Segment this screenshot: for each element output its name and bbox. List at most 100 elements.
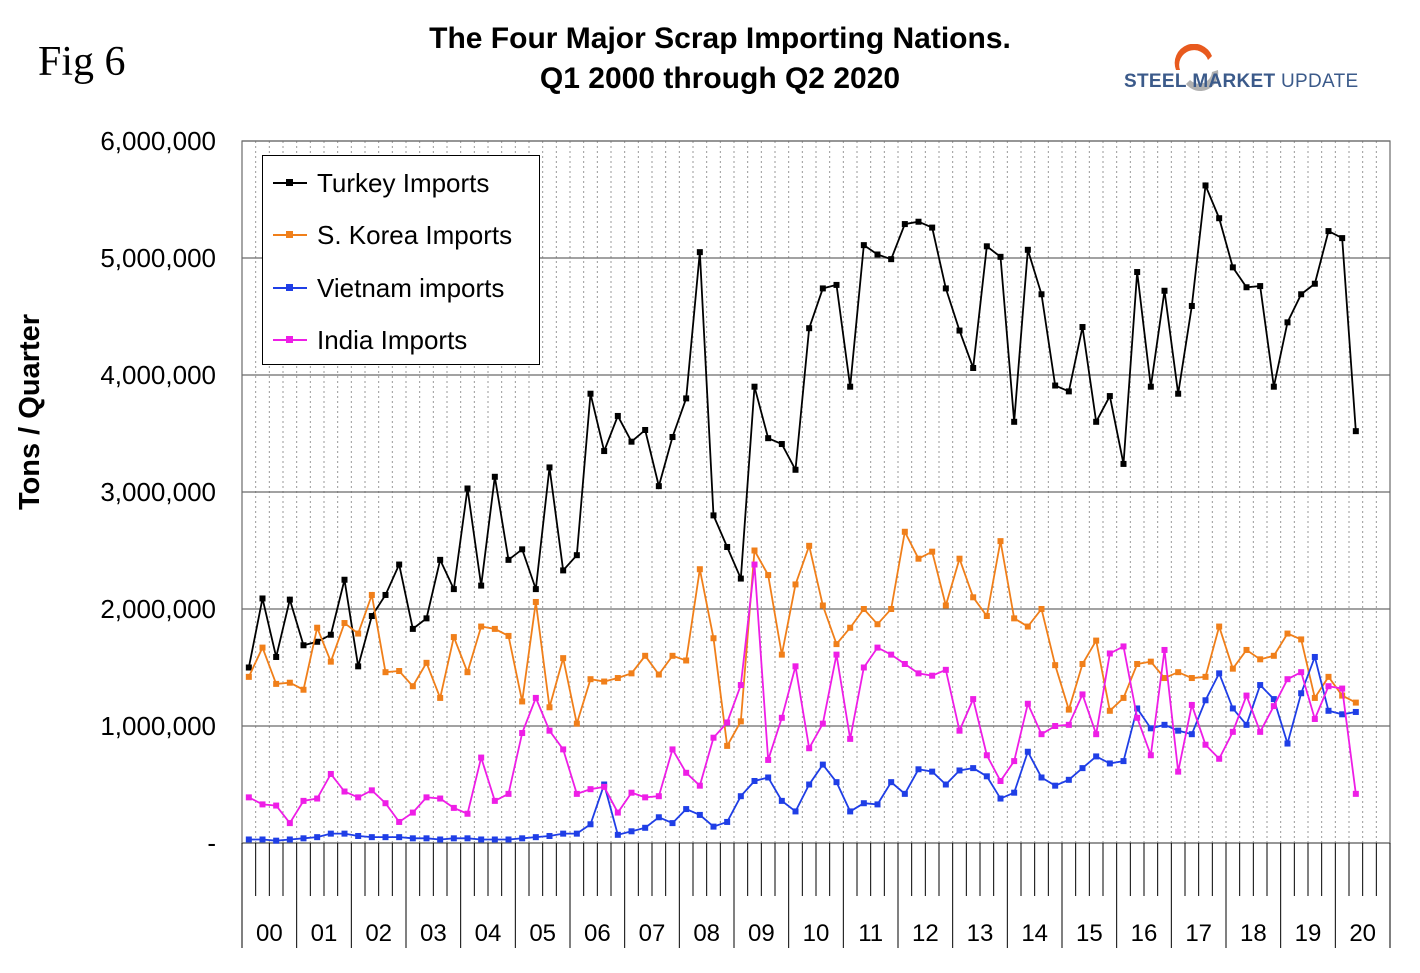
data-point — [1079, 691, 1086, 698]
x-year-label: 11 — [858, 920, 883, 947]
data-point — [929, 768, 936, 775]
data-point — [505, 836, 512, 843]
data-point — [1243, 721, 1250, 728]
grid-lines — [242, 140, 1390, 844]
x-year-label: 06 — [584, 920, 611, 947]
data-point — [1011, 418, 1018, 425]
data-point — [1216, 755, 1223, 762]
data-point — [491, 473, 498, 480]
data-point — [696, 566, 703, 573]
data-point — [655, 793, 662, 800]
data-point — [341, 788, 348, 795]
data-point — [1106, 760, 1113, 767]
data-point — [1270, 703, 1277, 710]
data-point — [1011, 789, 1018, 796]
data-point — [601, 783, 608, 790]
data-point — [1161, 675, 1168, 682]
data-point — [737, 793, 744, 800]
legend-item-turkey: Turkey Imports — [273, 168, 489, 198]
data-point — [1120, 758, 1127, 765]
x-year-label: 02 — [365, 920, 392, 947]
data-point — [1188, 731, 1195, 738]
legend-swatch-turkey — [273, 168, 307, 198]
data-point — [1298, 291, 1305, 298]
data-point — [478, 582, 485, 589]
legend-label-turkey: Turkey Imports — [317, 167, 490, 198]
data-point — [915, 555, 922, 562]
y-tick-label: - — [207, 828, 216, 858]
data-point — [751, 777, 758, 784]
y-tick-label: 5,000,000 — [100, 243, 216, 273]
data-point — [696, 782, 703, 789]
data-point — [382, 591, 389, 598]
data-point — [368, 834, 375, 841]
data-point — [915, 670, 922, 677]
legend-item-vietnam: Vietnam imports — [273, 273, 504, 303]
data-point — [942, 781, 949, 788]
series-line-0 — [247, 181, 1357, 668]
data-point — [724, 719, 731, 726]
data-point — [1352, 699, 1359, 706]
data-point — [1339, 235, 1346, 242]
data-point — [970, 765, 977, 772]
data-point — [355, 663, 362, 670]
data-point — [847, 808, 854, 815]
data-point — [1024, 700, 1031, 707]
data-point — [874, 251, 881, 258]
data-point — [505, 556, 512, 563]
data-point — [341, 830, 348, 837]
data-point — [532, 834, 539, 841]
data-point — [1243, 284, 1250, 291]
data-point — [300, 686, 307, 693]
data-point — [573, 830, 580, 837]
data-point — [1284, 676, 1291, 683]
data-point — [614, 675, 621, 682]
data-point — [737, 575, 744, 582]
data-point — [683, 657, 690, 664]
data-point — [1079, 765, 1086, 772]
data-point — [1229, 728, 1236, 735]
data-point — [847, 383, 854, 390]
data-point — [245, 673, 252, 680]
data-point — [437, 836, 444, 843]
series-group — [245, 181, 1359, 844]
data-point — [1298, 690, 1305, 697]
data-point — [245, 664, 252, 671]
data-point — [833, 281, 840, 288]
data-point — [1270, 696, 1277, 703]
data-point — [1175, 669, 1182, 676]
data-point — [970, 594, 977, 601]
data-point — [1229, 705, 1236, 712]
chart-subtitle: Q1 2000 through Q2 2020 — [539, 62, 901, 95]
data-point — [655, 671, 662, 678]
x-year-label: 13 — [967, 920, 994, 947]
data-point — [1106, 650, 1113, 657]
data-point — [601, 678, 608, 685]
data-point — [1024, 623, 1031, 630]
data-point — [396, 834, 403, 841]
data-point — [1134, 660, 1141, 667]
data-point — [273, 653, 280, 660]
data-point — [874, 801, 881, 808]
data-point — [273, 802, 280, 809]
data-point — [1202, 182, 1209, 189]
data-point — [368, 591, 375, 598]
data-point — [696, 249, 703, 256]
data-point — [1147, 658, 1154, 665]
data-point — [1257, 656, 1264, 663]
data-point — [614, 412, 621, 419]
data-point — [1325, 683, 1332, 690]
data-point — [819, 285, 826, 292]
data-point — [1052, 782, 1059, 789]
data-point — [573, 552, 580, 559]
x-year-label: 14 — [1021, 920, 1048, 947]
data-point — [437, 694, 444, 701]
data-point — [997, 253, 1004, 260]
data-point — [1202, 741, 1209, 748]
data-point — [1352, 428, 1359, 435]
data-point — [942, 666, 949, 673]
data-point — [1052, 662, 1059, 669]
data-point — [956, 727, 963, 734]
data-point — [792, 581, 799, 588]
